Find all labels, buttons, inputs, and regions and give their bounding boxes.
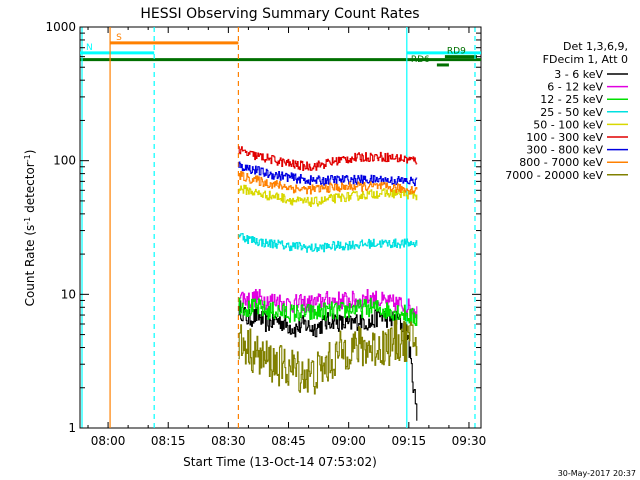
y-axis-label-mid: detector — [23, 162, 37, 217]
y-axis-label: Count Rate (s-1 detector-1) — [23, 150, 38, 307]
state-label-4: RD9 — [447, 47, 466, 57]
x-tick-label-6: 09:30 — [452, 434, 487, 448]
legend-entry-label-7: 800 - 7000 keV — [519, 156, 603, 169]
state-lines: S N RD9 RD6 — [80, 33, 481, 67]
x-tick-label-4: 09:00 — [331, 434, 366, 448]
legend-entry-label-3: 25 - 50 keV — [540, 106, 603, 119]
plot-area: S N RD9 RD6 — [79, 26, 482, 429]
chart-title: HESSI Observing Summary Count Rates — [140, 6, 419, 22]
state-label-0: S — [116, 33, 122, 43]
y-axis-label-main: Count Rate (s — [23, 225, 37, 307]
x-tick-label-0: 08:00 — [91, 434, 126, 448]
series-line-7 — [238, 170, 418, 195]
plot-frame — [79, 26, 482, 429]
x-tick-label-5: 09:15 — [392, 434, 427, 448]
legend-header-1: FDecim 1, Att 0 — [543, 53, 628, 66]
legend-entry-label-5: 100 - 300 keV — [526, 131, 603, 144]
legend-entry-label-0: 3 - 6 keV — [554, 68, 603, 81]
series-line-6 — [238, 161, 418, 187]
y-tick-label-0: 1 — [68, 421, 76, 435]
y-tick-label-2: 100 — [53, 154, 76, 168]
legend-entry-label-8: 7000 - 20000 keV — [505, 169, 603, 182]
series-line-0 — [238, 300, 418, 421]
legend-entry-label-1: 6 - 12 keV — [547, 81, 603, 94]
x-axis: 08:00 08:15 08:30 08:45 09:00 09:15 09:30 — [87, 27, 487, 448]
y-tick-label-1: 10 — [61, 287, 76, 301]
series-lines — [238, 146, 418, 421]
state-label-1: N — [86, 43, 93, 53]
legend-entry-label-2: 12 - 25 keV — [540, 93, 603, 106]
series-line-2 — [238, 297, 418, 326]
legend-entry-label-6: 300 - 800 keV — [526, 144, 603, 157]
y-axis-label-sup1: -1 — [23, 217, 32, 225]
series-line-8 — [238, 319, 418, 395]
series-line-4 — [238, 184, 418, 208]
x-tick-label-1: 08:15 — [151, 434, 186, 448]
series-line-3 — [238, 232, 418, 253]
series-line-5 — [238, 146, 418, 171]
x-tick-label-3: 08:45 — [271, 434, 306, 448]
legend-entry-label-4: 50 - 100 keV — [533, 118, 603, 131]
y-tick-label-3: 1000 — [45, 20, 76, 34]
x-axis-label: Start Time (13-Oct-14 07:53:02) — [183, 455, 377, 469]
y-axis-label-sup2: -1 — [23, 154, 32, 162]
x-tick-label-2: 08:30 — [211, 434, 246, 448]
legend-header-0: Det 1,3,6,9, — [563, 40, 628, 53]
y-axis: 1 10 100 1000 — [45, 20, 481, 435]
state-label-5: RD6 — [411, 55, 430, 65]
vertical-markers — [81, 27, 476, 428]
footer-stamp: 30-May-2017 20:37 — [558, 469, 636, 478]
y-axis-label-end: ) — [23, 150, 37, 155]
